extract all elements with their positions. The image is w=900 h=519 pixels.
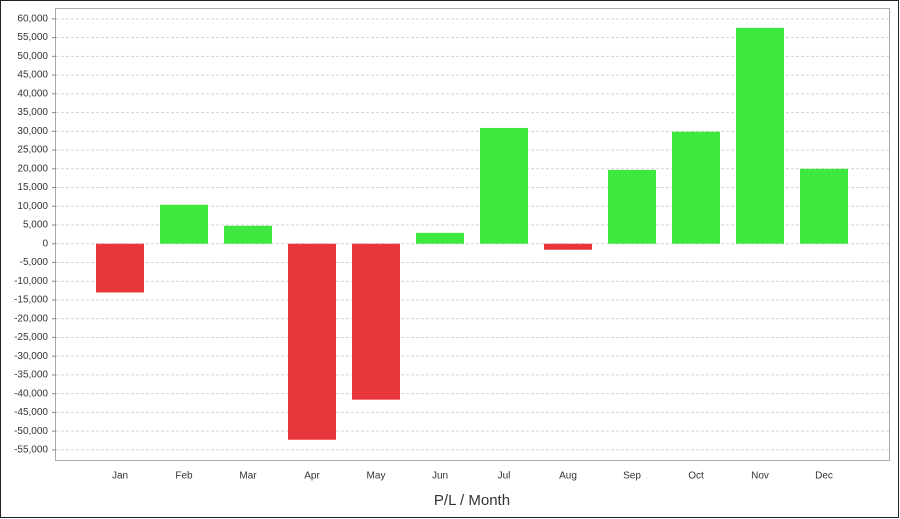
y-tick-label: 40,000 xyxy=(17,88,48,99)
y-tick-label: 50,000 xyxy=(17,51,48,62)
y-tick-label: 55,000 xyxy=(17,32,48,43)
x-tick-label: Sep xyxy=(623,471,641,482)
x-tick-label: Jul xyxy=(498,471,511,482)
y-tick-label: -20,000 xyxy=(14,313,48,324)
y-tick-label: 45,000 xyxy=(17,70,48,81)
x-tick-label: Jun xyxy=(432,471,448,482)
y-tick-label: -10,000 xyxy=(14,276,48,287)
y-tick-label: -25,000 xyxy=(14,332,48,343)
y-tick-label: 5,000 xyxy=(23,220,48,231)
y-tick-label: -50,000 xyxy=(14,426,48,437)
y-tick-label: 15,000 xyxy=(17,182,48,193)
y-tick-label: -15,000 xyxy=(14,295,48,306)
bar xyxy=(352,243,400,400)
y-tick-label: -55,000 xyxy=(14,445,48,456)
x-tick-label: Feb xyxy=(175,471,193,482)
bar xyxy=(608,169,656,244)
bar xyxy=(480,127,528,244)
y-tick-label: 20,000 xyxy=(17,163,48,174)
y-tick-label: -35,000 xyxy=(14,370,48,381)
y-tick-label: 25,000 xyxy=(17,145,48,156)
x-tick-label: May xyxy=(367,471,386,482)
y-tick-label: 30,000 xyxy=(17,126,48,137)
x-tick-label: Mar xyxy=(239,471,257,482)
x-tick-label: Nov xyxy=(751,471,769,482)
bar xyxy=(224,225,272,244)
bar xyxy=(288,243,336,440)
x-tick-label: Jan xyxy=(112,471,128,482)
bar xyxy=(416,232,464,244)
x-tick-label: Dec xyxy=(815,471,833,482)
bar xyxy=(736,27,784,244)
y-tick-label: 10,000 xyxy=(17,201,48,212)
y-tick-label: 35,000 xyxy=(17,107,48,118)
y-tick-label: -45,000 xyxy=(14,407,48,418)
y-tick-label: 0 xyxy=(42,238,48,249)
bar xyxy=(544,243,592,250)
bar xyxy=(96,243,144,293)
x-tick-label: Oct xyxy=(688,471,704,482)
bar xyxy=(800,168,848,244)
x-axis-label: P/L / Month xyxy=(434,492,510,509)
bar xyxy=(160,204,208,244)
x-tick-label: Aug xyxy=(559,471,577,482)
y-tick-label: -5,000 xyxy=(20,257,49,268)
bar xyxy=(672,131,720,244)
y-tick-label: -30,000 xyxy=(14,351,48,362)
y-tick-label: -40,000 xyxy=(14,388,48,399)
x-tick-label: Apr xyxy=(304,471,320,482)
y-tick-label: 60,000 xyxy=(17,14,48,25)
